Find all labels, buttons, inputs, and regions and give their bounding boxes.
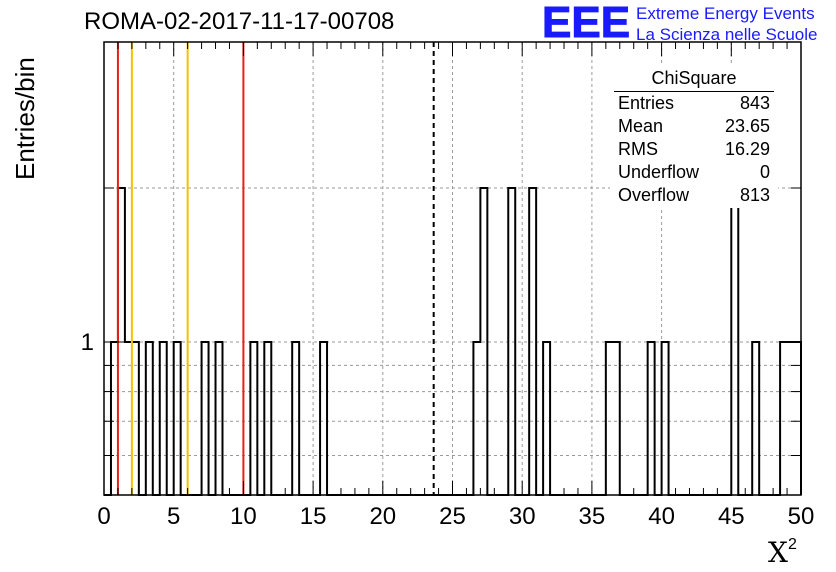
x-tick-label: 40 (648, 503, 675, 530)
stats-title: ChiSquare (651, 68, 737, 88)
stats-key: Entries (618, 93, 675, 113)
y-axis-label: Entries/bin (10, 57, 40, 180)
eee-logo: EEE (541, 0, 631, 47)
x-tick-label: 50 (788, 503, 815, 530)
x-tick-label: 10 (230, 503, 257, 530)
stats-divider (614, 91, 774, 92)
stats-row: Entries 843 (618, 93, 770, 115)
stats-row: Underflow 0 (618, 162, 770, 184)
stats-value: 813 (739, 185, 770, 205)
logo-line-2: La Scienza nelle Scuole (636, 25, 818, 44)
x-tick-label: 20 (369, 503, 396, 530)
stats-row: Overflow 813 (618, 185, 770, 207)
stats-key: Overflow (618, 185, 690, 205)
stats-value: 843 (739, 93, 770, 113)
x-axis-label-superscript: 2 (787, 536, 797, 553)
chart-title: ROMA-02-2017-11-17-00708 (84, 8, 395, 35)
x-tick-label: 30 (509, 503, 536, 530)
x-tick-label: 25 (439, 503, 466, 530)
x-tick-label: 0 (97, 503, 110, 530)
stats-value: 0 (759, 162, 770, 182)
stats-key: Underflow (618, 162, 700, 182)
stats-box: ChiSquare Entries 843 Mean 23.65 RMS 16.… (610, 66, 778, 208)
stats-key: Mean (618, 116, 664, 136)
stats-value: 23.65 (724, 116, 770, 136)
x-axis-label-main: X (768, 536, 788, 569)
logo-line-1: Extreme Energy Events (636, 4, 815, 23)
stats-row: RMS 16.29 (618, 139, 770, 161)
x-axis-label: X2 (768, 536, 797, 569)
x-tick-label: 15 (300, 503, 327, 530)
x-tick-label: 45 (718, 503, 745, 530)
x-tick-label: 35 (579, 503, 606, 530)
stats-key: RMS (618, 139, 658, 159)
stats-value: 16.29 (724, 139, 770, 159)
x-tick-label: 5 (167, 503, 180, 530)
y-tick-label: 1 (81, 329, 94, 356)
stats-row: Mean 23.65 (618, 116, 770, 138)
